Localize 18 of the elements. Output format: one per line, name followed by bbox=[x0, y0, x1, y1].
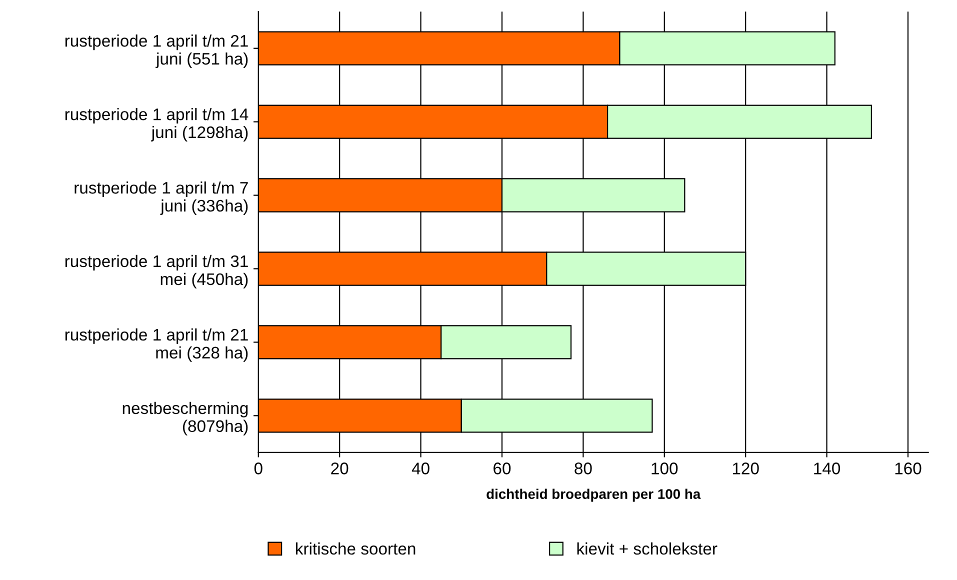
x-tick-label: 80 bbox=[574, 462, 592, 474]
y-tick-label: rustperiode 1 april t/m 7 juni (336ha) bbox=[74, 181, 248, 215]
x-tick-label: 120 bbox=[732, 462, 759, 474]
y-tick-label: rustperiode 1 april t/m 14 juni (1298ha) bbox=[65, 108, 248, 142]
x-tick-label: 160 bbox=[895, 462, 922, 474]
x-tick-label: 140 bbox=[814, 462, 840, 474]
y-tick-label: rustperiode 1 april t/m 21 mei (328 ha) bbox=[65, 328, 248, 362]
x-tick-label: 60 bbox=[494, 462, 511, 474]
y-tick-label: rustperiode 1 april t/m 21 juni (551 ha) bbox=[65, 34, 248, 68]
x-axis-title: dichtheid broedparen per 100 ha bbox=[486, 488, 701, 502]
y-tick-label: rustperiode 1 april t/m 31 mei (450ha) bbox=[65, 254, 248, 288]
x-tick-label: 20 bbox=[331, 462, 348, 474]
legend-label: kievit + scholekster bbox=[577, 542, 718, 555]
x-tick-label: 0 bbox=[254, 462, 262, 474]
legend-label: kritische soorten bbox=[296, 542, 416, 555]
y-tick-label: nestbescherming (8079ha) bbox=[122, 402, 248, 436]
x-tick-label: 100 bbox=[652, 462, 678, 474]
x-tick-label: 40 bbox=[412, 462, 430, 474]
